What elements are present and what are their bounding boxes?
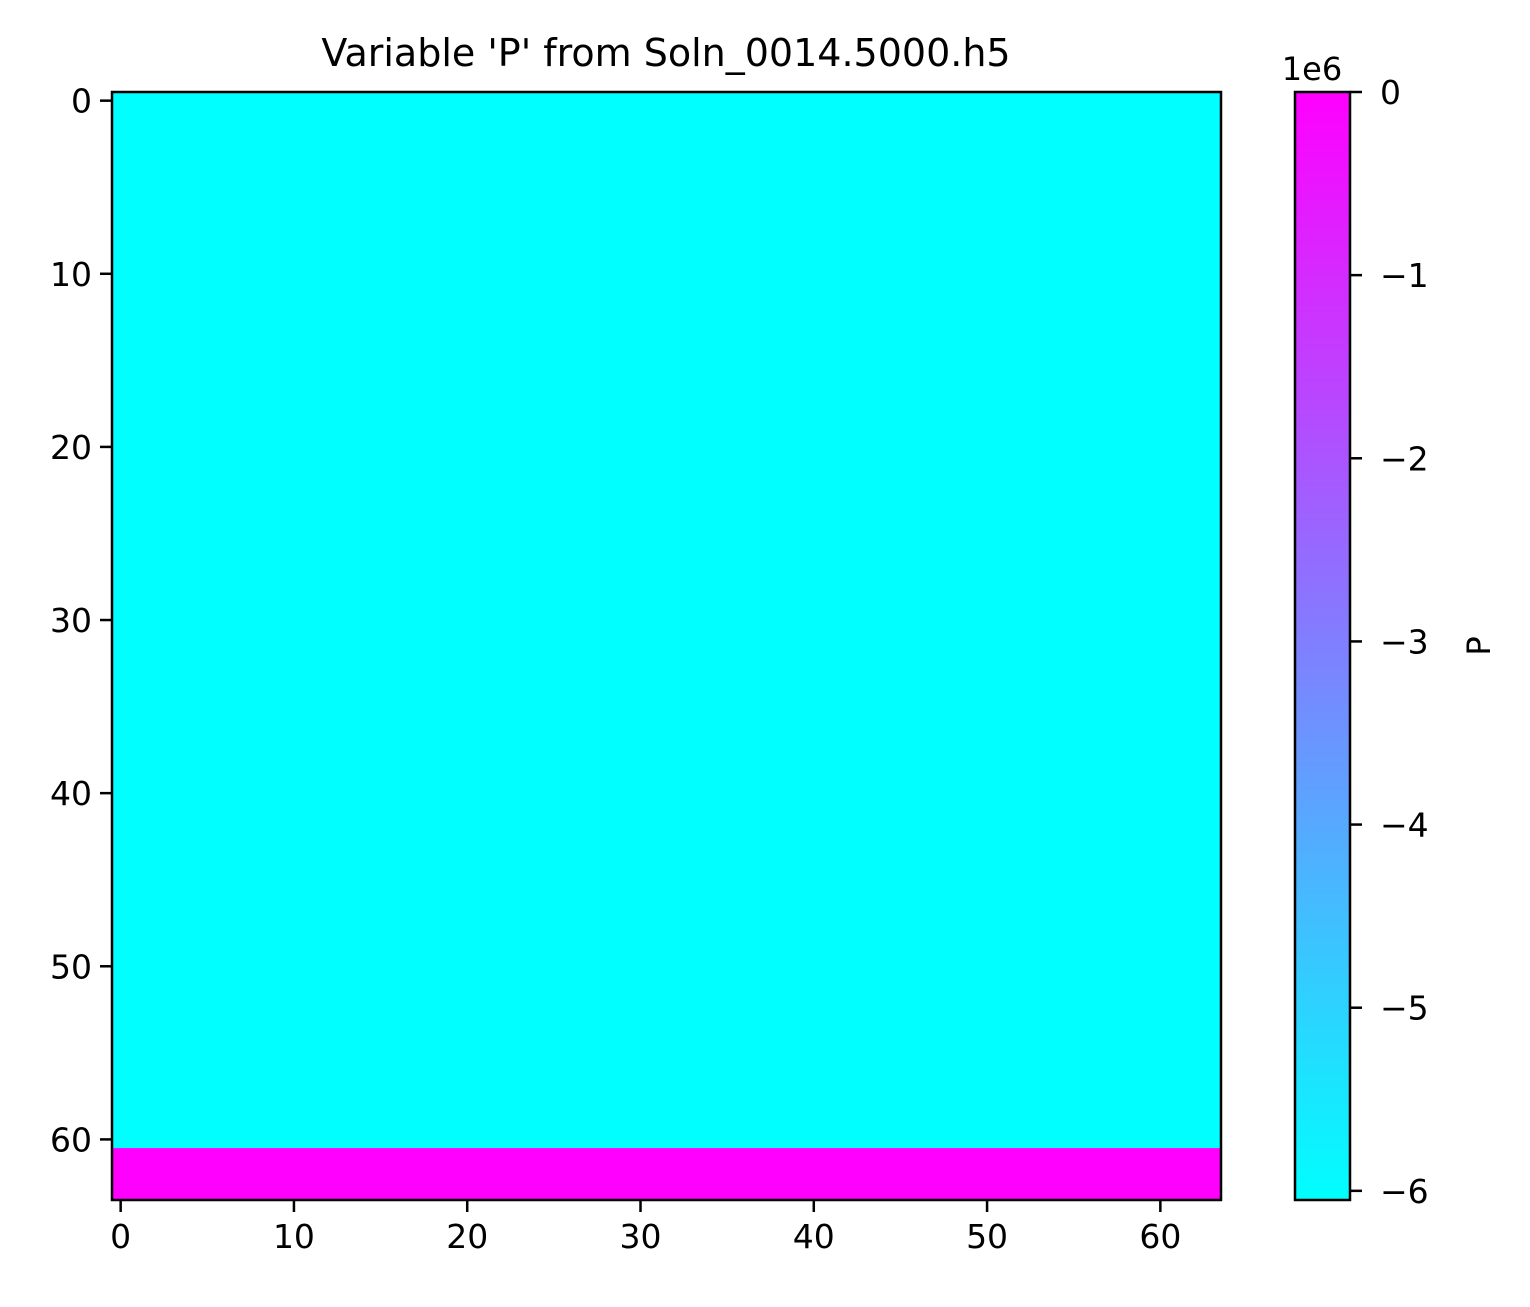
colorbar-axis: 0 −1 −2 −3 −4 −5 −6 xyxy=(1350,73,1429,1211)
y-tick-label: 40 xyxy=(50,774,92,813)
heatmap-region-0 xyxy=(112,92,1221,1149)
y-tick-label: 50 xyxy=(50,947,92,986)
colorbar-tick-label: −1 xyxy=(1380,256,1429,295)
colorbar-tick-label: 0 xyxy=(1380,73,1401,112)
colorbar-label: P xyxy=(1460,636,1498,655)
y-axis: 0 10 20 30 40 50 60 xyxy=(50,82,112,1159)
y-tick-label: 30 xyxy=(50,601,92,640)
colorbar-tick-label: −3 xyxy=(1380,622,1429,661)
y-tick-label: 10 xyxy=(50,255,92,294)
x-tick-label: 60 xyxy=(1139,1217,1181,1256)
y-tick-label: 20 xyxy=(50,428,92,467)
x-tick-label: 50 xyxy=(966,1217,1008,1256)
colorbar-offset-text: 1e6 xyxy=(1282,50,1342,88)
x-tick-label: 40 xyxy=(793,1217,835,1256)
colorbar-tick-label: −2 xyxy=(1380,439,1429,478)
heatmap-region-1 xyxy=(112,1148,1221,1200)
x-axis: 0 10 20 30 40 50 60 xyxy=(110,1200,1181,1256)
y-tick-label: 0 xyxy=(71,82,92,121)
colorbar-tick-label: −6 xyxy=(1380,1172,1429,1211)
heatmap-cells xyxy=(112,92,1221,1200)
x-tick-label: 0 xyxy=(110,1217,131,1256)
y-tick-label: 60 xyxy=(50,1120,92,1159)
colorbar-tick-label: −4 xyxy=(1380,806,1429,845)
chart-title: Variable 'P' from Soln_0014.5000.h5 xyxy=(321,31,1010,75)
colorbar-tick-label: −5 xyxy=(1380,989,1429,1028)
x-tick-label: 20 xyxy=(446,1217,488,1256)
colorbar xyxy=(1293,90,1352,1202)
plot-frame xyxy=(110,90,1223,1202)
x-tick-label: 10 xyxy=(273,1217,315,1256)
x-tick-label: 30 xyxy=(620,1217,662,1256)
